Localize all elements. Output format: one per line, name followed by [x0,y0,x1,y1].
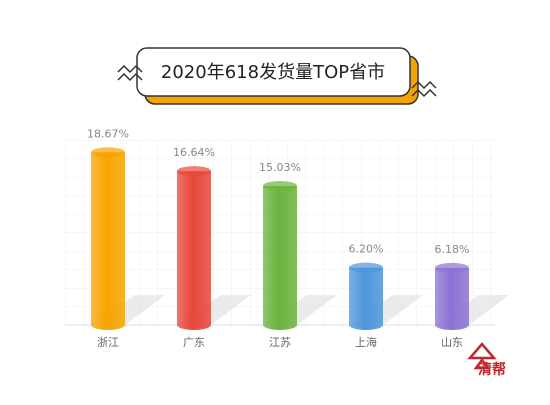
bar-top [349,262,383,273]
chart-title: 2020年618发货量TOP省市 [161,62,385,83]
value-label: 16.64% [173,146,215,159]
zigzag-right [411,80,437,98]
x-tick-label: 上海 [355,335,377,349]
x-tick-label: 广东 [183,336,205,349]
x-tick-label: 山东 [441,336,463,349]
bar [91,152,125,330]
bar-top [91,147,125,158]
value-label: 6.18% [435,243,470,256]
bar [435,267,469,330]
x-tick-label: 浙江 [97,336,119,349]
value-label: 6.20% [349,243,384,256]
bar-top [177,166,211,177]
title-box [136,47,411,97]
bar [177,171,211,330]
value-label: 15.03% [259,161,301,174]
bar-top [435,262,469,273]
value-label: 18.67% [87,127,129,140]
bar [263,185,297,330]
x-tick-label: 江苏 [269,336,291,349]
watermark: 清帮 [478,361,506,378]
logo [467,342,497,370]
bar [349,267,383,330]
zigzag-left [117,64,143,82]
bar-top [263,180,297,191]
